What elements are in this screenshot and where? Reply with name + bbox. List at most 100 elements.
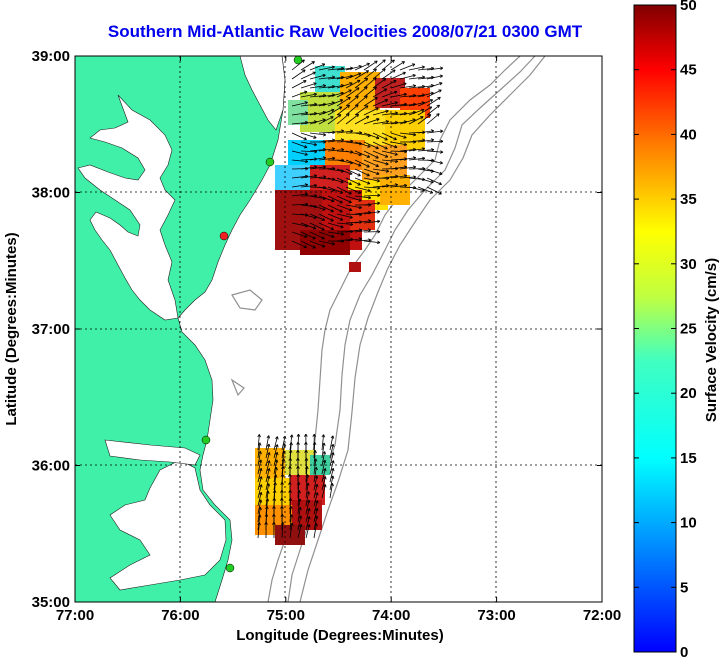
colorbar bbox=[633, 4, 677, 653]
velocity-arrow bbox=[300, 150, 318, 153]
velocity-arrow bbox=[289, 522, 293, 539]
arrow-head bbox=[303, 244, 307, 249]
velocity-arrow bbox=[336, 113, 350, 125]
velocity-arrow bbox=[408, 148, 425, 152]
velocity-arrow bbox=[354, 211, 371, 215]
velocity-arrow bbox=[354, 177, 371, 185]
velocity-arrow bbox=[313, 500, 318, 515]
arrow-head bbox=[297, 498, 302, 502]
arrow-head bbox=[337, 114, 342, 118]
velocity-arrow bbox=[291, 91, 308, 98]
arrow-head bbox=[339, 200, 343, 204]
velocity-arrow bbox=[426, 186, 442, 195]
arrow-head bbox=[311, 61, 315, 65]
velocity-arrow bbox=[399, 103, 416, 107]
arrow-head bbox=[280, 473, 285, 477]
velocity-arrow bbox=[345, 104, 359, 116]
velocity-arrow bbox=[426, 104, 440, 116]
velocity-arrow bbox=[309, 74, 326, 80]
arrow-head bbox=[322, 84, 327, 88]
velocity-arrow bbox=[390, 112, 407, 116]
arrow-head bbox=[376, 219, 381, 224]
velocity-arrow bbox=[390, 71, 406, 80]
arrow-head bbox=[403, 142, 408, 147]
arrow-head bbox=[394, 90, 398, 95]
arrow-head bbox=[356, 87, 360, 91]
colorbar-tick-label: 30 bbox=[680, 256, 697, 273]
velocity-arrow bbox=[408, 139, 425, 143]
velocity-arrow bbox=[381, 121, 398, 125]
velocity-arrow bbox=[390, 132, 407, 139]
velocity-arrow bbox=[305, 508, 310, 523]
velocity-arrow bbox=[313, 458, 317, 475]
arrow-head bbox=[436, 104, 440, 109]
velocity-arrow bbox=[327, 130, 344, 134]
velocity-arrow bbox=[336, 67, 353, 71]
velocity-arrow bbox=[363, 186, 380, 189]
velocity-arrow bbox=[273, 459, 278, 475]
arrow-head bbox=[314, 508, 319, 512]
arrow-head bbox=[365, 115, 370, 119]
arrow-head bbox=[257, 522, 261, 526]
velocity-arrow bbox=[300, 231, 316, 240]
colorbar-label: Surface Velocity (cm/s) bbox=[703, 258, 720, 422]
arrow-head bbox=[296, 449, 300, 453]
velocity-arrow bbox=[363, 211, 380, 215]
velocity-arrow bbox=[300, 166, 317, 170]
velocity-arrow bbox=[313, 515, 318, 531]
velocity-arrow bbox=[321, 434, 324, 451]
velocity-arrow bbox=[336, 130, 353, 134]
arrow-head bbox=[304, 449, 308, 453]
arrow-head bbox=[331, 147, 336, 151]
arrow-head bbox=[347, 96, 351, 101]
colorbar-tick-label: 45 bbox=[680, 62, 697, 79]
velocity-arrow bbox=[329, 444, 334, 459]
arrow-head bbox=[259, 476, 263, 480]
velocity-arrow bbox=[327, 139, 344, 143]
velocity-arrow bbox=[363, 86, 377, 98]
arrow-head bbox=[312, 236, 316, 240]
velocity-arrow bbox=[363, 132, 380, 139]
arrow-head bbox=[385, 162, 389, 166]
arrow-head bbox=[366, 164, 370, 168]
velocity-arrow bbox=[336, 75, 353, 80]
velocity-arrow bbox=[372, 159, 389, 165]
velocity-arrow bbox=[318, 86, 335, 89]
arrow-head bbox=[306, 499, 311, 503]
velocity-arrow bbox=[327, 222, 344, 228]
y-tick-label: 38:00 bbox=[32, 185, 70, 202]
velocity-arrow bbox=[354, 132, 371, 137]
arrow-head bbox=[274, 451, 279, 456]
velocity-arrow bbox=[281, 450, 285, 467]
velocity-arrow bbox=[363, 107, 379, 116]
velocity-arrow bbox=[257, 459, 262, 475]
velocity-arrow bbox=[363, 150, 379, 159]
velocity-arrow bbox=[327, 67, 344, 71]
x-tick-label: 77:00 bbox=[56, 607, 94, 624]
arrow-head bbox=[272, 513, 276, 517]
velocity-arrow bbox=[354, 150, 370, 158]
velocity-arrow bbox=[257, 484, 262, 499]
arrow-head bbox=[366, 173, 370, 177]
arrow-head bbox=[331, 241, 335, 246]
arrow-head bbox=[302, 69, 306, 73]
colorbar-tick-label: 35 bbox=[680, 191, 697, 208]
arrow-head bbox=[391, 59, 395, 63]
arrow-head bbox=[436, 113, 440, 117]
velocity-arrow bbox=[363, 159, 379, 167]
station-marker bbox=[265, 157, 275, 167]
velocity-arrow bbox=[390, 141, 407, 146]
velocity-arrow bbox=[309, 85, 326, 89]
velocity-arrow bbox=[399, 132, 416, 136]
velocity-arrow bbox=[381, 69, 396, 80]
velocity-arrow bbox=[291, 150, 308, 156]
arrow-head bbox=[385, 169, 390, 173]
arrow-head bbox=[384, 146, 388, 150]
arrow-head bbox=[331, 65, 335, 69]
velocity-arrow bbox=[381, 112, 398, 116]
velocity-arrow bbox=[265, 443, 270, 459]
velocity-arrow bbox=[321, 442, 325, 459]
arrow-head bbox=[312, 226, 317, 230]
arrow-head bbox=[375, 163, 379, 168]
velocity-arrow bbox=[318, 231, 335, 238]
